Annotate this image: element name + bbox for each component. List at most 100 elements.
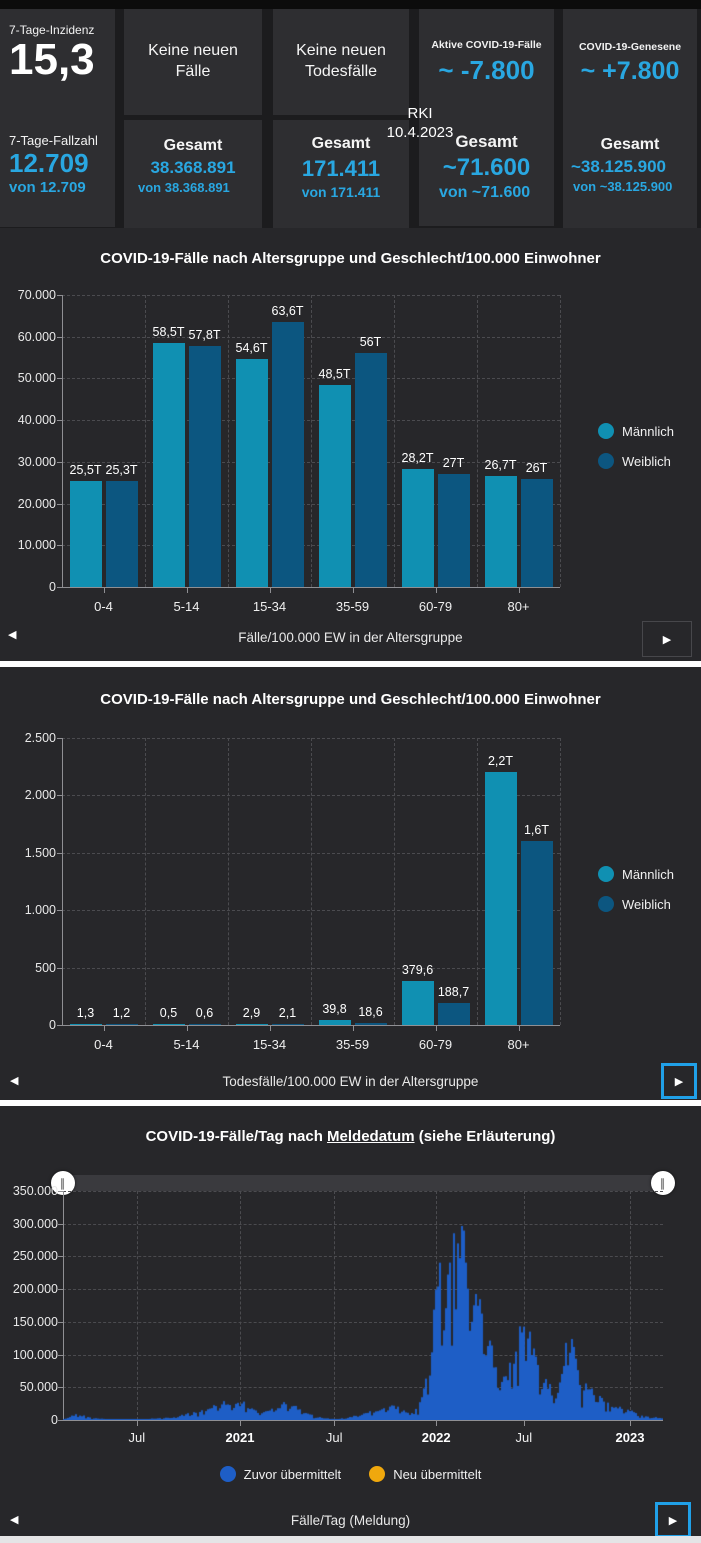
bar-weiblich-80+[interactable] bbox=[520, 841, 553, 1025]
daily-cases-bars[interactable] bbox=[63, 1191, 663, 1420]
y-axis-line bbox=[62, 738, 63, 1025]
y-axis-tick-label: 0 bbox=[51, 1413, 58, 1427]
gridline bbox=[311, 295, 312, 587]
chart-footer-label: Fälle/100.000 EW in der Altersgruppe bbox=[238, 630, 463, 645]
legend-item-männlich[interactable]: Männlich bbox=[598, 866, 674, 882]
title-text: COVID-19-Fälle/Tag nach bbox=[145, 1128, 328, 1145]
bar-weiblich-15-34[interactable] bbox=[271, 322, 304, 587]
meldedatum-link[interactable]: Meldedatum bbox=[327, 1128, 415, 1145]
title-text: (siehe Erläuterung) bbox=[414, 1128, 556, 1145]
y-axis-tick-label: 100.000 bbox=[12, 1347, 58, 1362]
bar-maennlich-0-4[interactable] bbox=[69, 481, 102, 587]
bar-value-label: 54,6T bbox=[235, 341, 268, 355]
bar-weiblich-80+[interactable] bbox=[520, 479, 553, 587]
bar-weiblich-5-14[interactable] bbox=[188, 1024, 221, 1025]
chart-cases-by-age-panel: COVID-19-Fälle nach Altersgruppe und Ges… bbox=[0, 228, 701, 661]
y-axis-tick-label: 200.000 bbox=[12, 1282, 58, 1297]
bar-weiblich-0-4[interactable] bbox=[105, 481, 138, 587]
bar-value-label: 18,6 bbox=[358, 1005, 383, 1019]
x-axis-tick bbox=[269, 1026, 271, 1031]
card-7-tage-inzidenz-top: 7-Tage-Inzidenz 15,3 bbox=[0, 9, 115, 129]
bar-maennlich-0-4[interactable] bbox=[69, 1024, 102, 1025]
y-axis-tick bbox=[57, 1025, 62, 1026]
kpi-label: Gesamt bbox=[600, 136, 660, 153]
legend-item-weiblich[interactable]: Weiblich bbox=[598, 453, 674, 469]
x-axis-label: 15-34 bbox=[252, 599, 287, 614]
bar-weiblich-15-34[interactable] bbox=[271, 1024, 304, 1025]
y-axis-tick-label: 70.000 bbox=[17, 288, 56, 302]
bar-maennlich-80+[interactable] bbox=[484, 476, 517, 587]
next-page-button[interactable]: ▶ bbox=[655, 1502, 691, 1536]
bar-weiblich-35-59[interactable] bbox=[354, 1023, 387, 1025]
kpi-value: ~ -7.800 bbox=[438, 55, 535, 85]
next-page-button[interactable]: ▶ bbox=[642, 621, 692, 657]
legend-item-weiblich[interactable]: Weiblich bbox=[598, 896, 674, 912]
y-axis-tick-label: 300.000 bbox=[12, 1216, 58, 1231]
bar-weiblich-60-79[interactable] bbox=[437, 474, 470, 587]
bar-maennlich-5-14[interactable] bbox=[152, 1024, 185, 1025]
next-arrow-icon: ▶ bbox=[668, 1514, 678, 1527]
bar-maennlich-15-34[interactable] bbox=[235, 359, 268, 587]
x-axis-tick bbox=[352, 588, 354, 593]
kpi-value: ~71.600 bbox=[442, 154, 531, 181]
legend-item-männlich[interactable]: Männlich bbox=[598, 423, 674, 439]
x-axis-tick bbox=[186, 588, 188, 593]
y-axis-tick-label: 2.000 bbox=[24, 788, 56, 803]
bar-weiblich-0-4[interactable] bbox=[105, 1024, 138, 1025]
x-axis-label: 80+ bbox=[507, 1037, 530, 1052]
x-axis-line bbox=[62, 1025, 560, 1026]
x-axis-label: 2021 bbox=[225, 1430, 255, 1445]
legend-item-zuvor[interactable]: Zuvor übermittelt bbox=[219, 1466, 341, 1482]
bottom-strip bbox=[0, 1536, 701, 1543]
bar-value-label: 0,5 bbox=[159, 1006, 178, 1020]
bar-maennlich-15-34[interactable] bbox=[235, 1024, 268, 1025]
chart-title: COVID-19-Fälle nach Altersgruppe und Ges… bbox=[100, 691, 601, 708]
time-range-slider-track[interactable] bbox=[63, 1175, 663, 1191]
card-7-tage-inzidenz: 7-Tage-Inzidenz 15,3 7-Tage-Fallzahl 12.… bbox=[0, 9, 115, 227]
prev-page-icon[interactable]: ◀ bbox=[10, 1075, 19, 1087]
y-axis-tick bbox=[57, 545, 62, 547]
card-neue-faelle: Keine neuen Fälle Gesamt 38.368.891 von … bbox=[124, 9, 262, 231]
x-axis-tick bbox=[186, 1026, 188, 1031]
legend-item-neu[interactable]: Neu übermittelt bbox=[369, 1466, 481, 1482]
y-axis-tick bbox=[57, 420, 62, 422]
next-page-button[interactable]: ▶ bbox=[661, 1063, 697, 1099]
y-axis-tick bbox=[57, 910, 62, 912]
card-gesamt-genesene: Gesamt ~38.125.900 von ~38.125.900 bbox=[563, 120, 697, 230]
kpi-label: 7-Tage-Inzidenz bbox=[9, 23, 95, 37]
gender-legend: Männlich Weiblich bbox=[598, 866, 674, 926]
kpi-subvalue: von 38.368.891 bbox=[138, 180, 230, 195]
bar-maennlich-80+[interactable] bbox=[484, 772, 517, 1025]
bar-maennlich-60-79[interactable] bbox=[401, 469, 434, 587]
gridline bbox=[311, 738, 312, 1025]
y-axis-tick bbox=[58, 1321, 63, 1323]
y-axis-tick bbox=[57, 967, 62, 969]
gridline bbox=[228, 738, 229, 1025]
gridline bbox=[477, 738, 478, 1025]
prev-page-icon[interactable]: ◀ bbox=[10, 1514, 19, 1526]
panel-divider bbox=[0, 1100, 701, 1106]
legend-label: Männlich bbox=[622, 423, 675, 439]
bar-weiblich-35-59[interactable] bbox=[354, 353, 387, 587]
x-axis-tick bbox=[352, 1026, 354, 1031]
x-axis-tick bbox=[240, 1421, 241, 1426]
bar-maennlich-5-14[interactable] bbox=[152, 343, 185, 587]
top-strip bbox=[0, 0, 701, 9]
bar-weiblich-5-14[interactable] bbox=[188, 346, 221, 587]
prev-page-icon[interactable]: ◀ bbox=[8, 629, 17, 641]
bar-weiblich-60-79[interactable] bbox=[437, 1003, 470, 1025]
bar-value-label: 379,6 bbox=[401, 963, 434, 977]
y-axis-line bbox=[62, 295, 63, 587]
next-arrow-icon: ▶ bbox=[662, 633, 672, 646]
slider-grip-icon: ∥ bbox=[59, 1177, 67, 1190]
y-axis-tick bbox=[57, 378, 62, 380]
gridline bbox=[228, 295, 229, 587]
bar-value-label: 39,8 bbox=[322, 1002, 347, 1016]
rki-date-note: RKI 10.4.2023 bbox=[355, 105, 485, 143]
bar-maennlich-35-59[interactable] bbox=[318, 1020, 351, 1025]
card-gesamt-todesfaelle: Gesamt 171.411 von 171.411 bbox=[273, 120, 409, 229]
kpi-value: 38.368.891 bbox=[150, 158, 236, 177]
bar-maennlich-35-59[interactable] bbox=[318, 385, 351, 587]
x-axis-label: Jul bbox=[515, 1430, 533, 1445]
bar-maennlich-60-79[interactable] bbox=[401, 981, 434, 1025]
